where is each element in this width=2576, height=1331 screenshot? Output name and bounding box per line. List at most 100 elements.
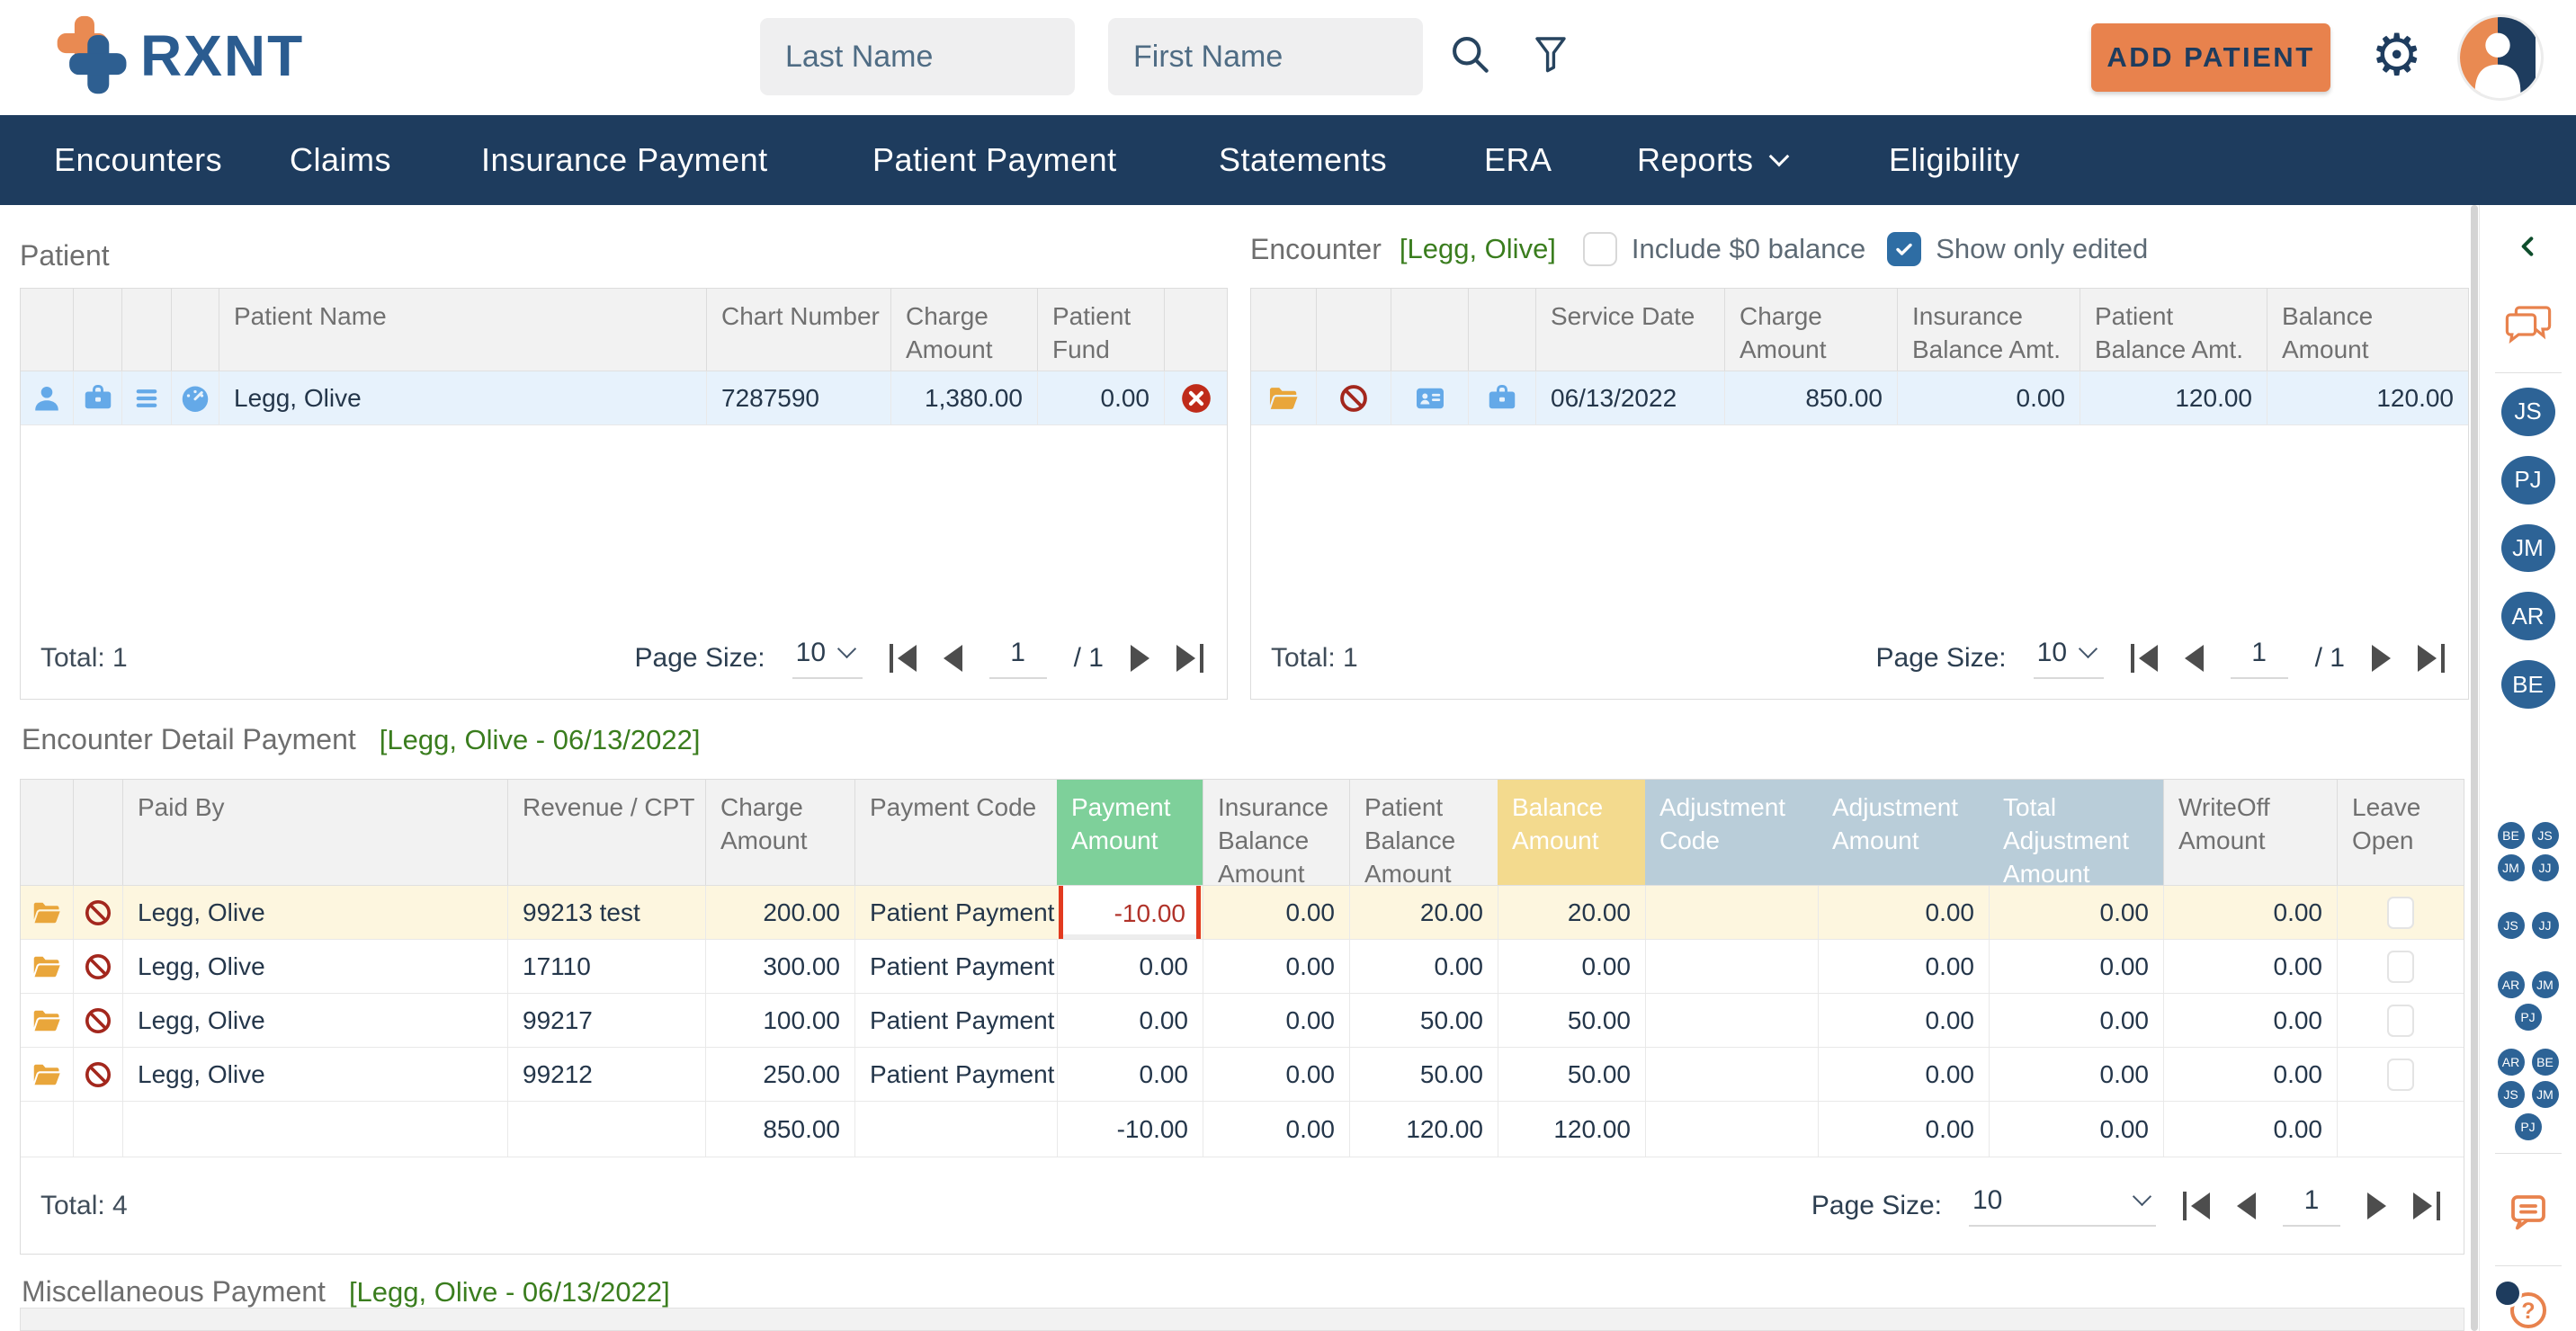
rxnt-logo[interactable]: RXNT: [50, 13, 304, 99]
include-zero-balance-checkbox[interactable]: [1583, 232, 1617, 266]
first-name-input[interactable]: [1108, 18, 1423, 95]
vertical-scrollbar[interactable]: [2471, 205, 2478, 1331]
adjustment-code-cell[interactable]: [1645, 940, 1818, 993]
nav-patient-payment[interactable]: Patient Payment: [872, 115, 1117, 205]
message-icon[interactable]: [2507, 1190, 2550, 1233]
total-balance: 120.00: [1498, 1102, 1645, 1157]
nav-claims[interactable]: Claims: [290, 115, 391, 205]
no-entry-icon[interactable]: [83, 1005, 113, 1036]
avatar[interactable]: PJ: [2515, 1113, 2542, 1140]
nav-insurance-payment[interactable]: Insurance Payment: [481, 115, 768, 205]
last-page-button[interactable]: [2418, 644, 2445, 673]
show-only-edited-checkbox[interactable]: [1887, 232, 1921, 266]
payment-amount-cell[interactable]: 0.00: [1057, 1048, 1203, 1101]
avatar[interactable]: JM: [2498, 854, 2525, 881]
adjustment-code-cell[interactable]: [1645, 1048, 1818, 1101]
last-page-button[interactable]: [2413, 1192, 2440, 1220]
nav-eligibility[interactable]: Eligibility: [1889, 115, 2020, 205]
avatar-group[interactable]: JS JJ: [2497, 912, 2560, 939]
filter-icon[interactable]: [1529, 31, 1572, 77]
avatar[interactable]: AR: [2498, 1049, 2525, 1076]
leave-open-checkbox[interactable]: [2387, 951, 2414, 983]
id-card-icon[interactable]: [1412, 382, 1448, 415]
detail-row[interactable]: Legg, Olive 99217 100.00 Patient Payment…: [21, 994, 2464, 1048]
avatar[interactable]: JS: [2532, 822, 2559, 849]
nav-statements[interactable]: Statements: [1219, 115, 1387, 205]
next-page-button[interactable]: [1131, 645, 1149, 672]
avatar[interactable]: BE: [2501, 660, 2555, 709]
chat-icon[interactable]: [2503, 300, 2554, 345]
adjustment-code-cell[interactable]: [1645, 994, 1818, 1047]
page-number-input[interactable]: 1: [989, 638, 1047, 679]
prev-page-button[interactable]: [2237, 1193, 2256, 1219]
avatar[interactable]: BE: [2532, 1049, 2559, 1076]
first-page-button[interactable]: [890, 644, 917, 673]
folder-open-icon[interactable]: [31, 1005, 63, 1037]
avatar[interactable]: PJ: [2501, 456, 2555, 505]
nav-encounters[interactable]: Encounters: [54, 115, 222, 205]
last-page-button[interactable]: [1176, 644, 1203, 673]
briefcase-icon[interactable]: [1486, 382, 1518, 415]
page-size-select[interactable]: 10: [1969, 1185, 2156, 1227]
menu-icon[interactable]: [131, 383, 162, 414]
adjustment-code-cell[interactable]: [1645, 886, 1818, 939]
first-page-button[interactable]: [2131, 644, 2158, 673]
folder-open-icon[interactable]: [31, 897, 63, 929]
remove-circle-icon[interactable]: [1179, 381, 1213, 415]
payment-amount-cell[interactable]: 0.00: [1057, 994, 1203, 1047]
collapse-sidebar-icon[interactable]: [2514, 230, 2543, 263]
gauge-icon[interactable]: [179, 382, 211, 415]
next-page-button[interactable]: [2372, 645, 2391, 672]
folder-open-icon[interactable]: [31, 951, 63, 983]
avatar[interactable]: JM: [2532, 971, 2559, 998]
folder-open-icon[interactable]: [31, 1059, 63, 1091]
avatar[interactable]: JS: [2498, 1081, 2525, 1108]
page-number-input[interactable]: 1: [2283, 1185, 2340, 1227]
nav-era[interactable]: ERA: [1484, 115, 1552, 205]
encounter-row[interactable]: 06/13/2022 850.00 0.00 120.00 120.00: [1251, 371, 2468, 425]
detail-row[interactable]: Legg, Olive 99213 test 200.00 Patient Pa…: [21, 886, 2464, 940]
payment-amount-cell[interactable]: 0.00: [1057, 940, 1203, 993]
detail-row[interactable]: Legg, Olive 17110 300.00 Patient Payment…: [21, 940, 2464, 994]
next-page-button[interactable]: [2367, 1193, 2386, 1219]
last-name-input[interactable]: [760, 18, 1075, 95]
patient-row[interactable]: Legg, Olive 7287590 1,380.00 0.00: [21, 371, 1227, 425]
page-size-select[interactable]: 10: [2034, 638, 2104, 679]
avatar-group[interactable]: AR BE JS JM PJ: [2497, 1049, 2560, 1140]
page-size-select[interactable]: 10: [792, 638, 863, 679]
gear-icon[interactable]: ⚙: [2371, 20, 2422, 92]
search-icon[interactable]: [1446, 31, 1493, 77]
user-icon[interactable]: [31, 382, 63, 415]
leave-open-checkbox[interactable]: [2387, 897, 2414, 929]
briefcase-icon[interactable]: [82, 382, 114, 415]
avatar[interactable]: BE: [2498, 822, 2525, 849]
first-page-button[interactable]: [2183, 1192, 2210, 1220]
add-patient-button[interactable]: ADD PATIENT: [2091, 23, 2330, 92]
payment-amount-input[interactable]: -10.00: [1059, 886, 1201, 939]
avatar[interactable]: JJ: [2532, 854, 2559, 881]
avatar[interactable]: AR: [2501, 592, 2555, 640]
avatar[interactable]: PJ: [2515, 1004, 2542, 1031]
leave-open-checkbox[interactable]: [2387, 1059, 2414, 1091]
no-entry-icon[interactable]: [83, 1059, 113, 1090]
no-entry-icon[interactable]: [83, 951, 113, 982]
help-button[interactable]: ?: [2508, 1290, 2549, 1331]
leave-open-checkbox[interactable]: [2387, 1005, 2414, 1037]
avatar[interactable]: JS: [2501, 388, 2555, 436]
avatar[interactable]: JJ: [2532, 912, 2559, 939]
detail-row[interactable]: Legg, Olive 99212 250.00 Patient Payment…: [21, 1048, 2464, 1102]
avatar[interactable]: JM: [2501, 524, 2555, 573]
avatar[interactable]: AR: [2498, 971, 2525, 998]
prev-page-button[interactable]: [2185, 645, 2204, 672]
user-avatar[interactable]: [2457, 14, 2544, 101]
avatar[interactable]: JM: [2532, 1081, 2559, 1108]
avatar[interactable]: JS: [2498, 912, 2525, 939]
no-entry-icon[interactable]: [83, 898, 113, 928]
nav-reports[interactable]: Reports: [1637, 115, 1786, 205]
folder-open-icon[interactable]: [1266, 381, 1301, 415]
no-entry-icon[interactable]: [1337, 382, 1370, 415]
avatar-group[interactable]: AR JM PJ: [2497, 971, 2560, 1031]
prev-page-button[interactable]: [944, 645, 962, 672]
avatar-group[interactable]: BE JS JM JJ: [2497, 822, 2560, 881]
page-number-input[interactable]: 1: [2231, 638, 2288, 679]
